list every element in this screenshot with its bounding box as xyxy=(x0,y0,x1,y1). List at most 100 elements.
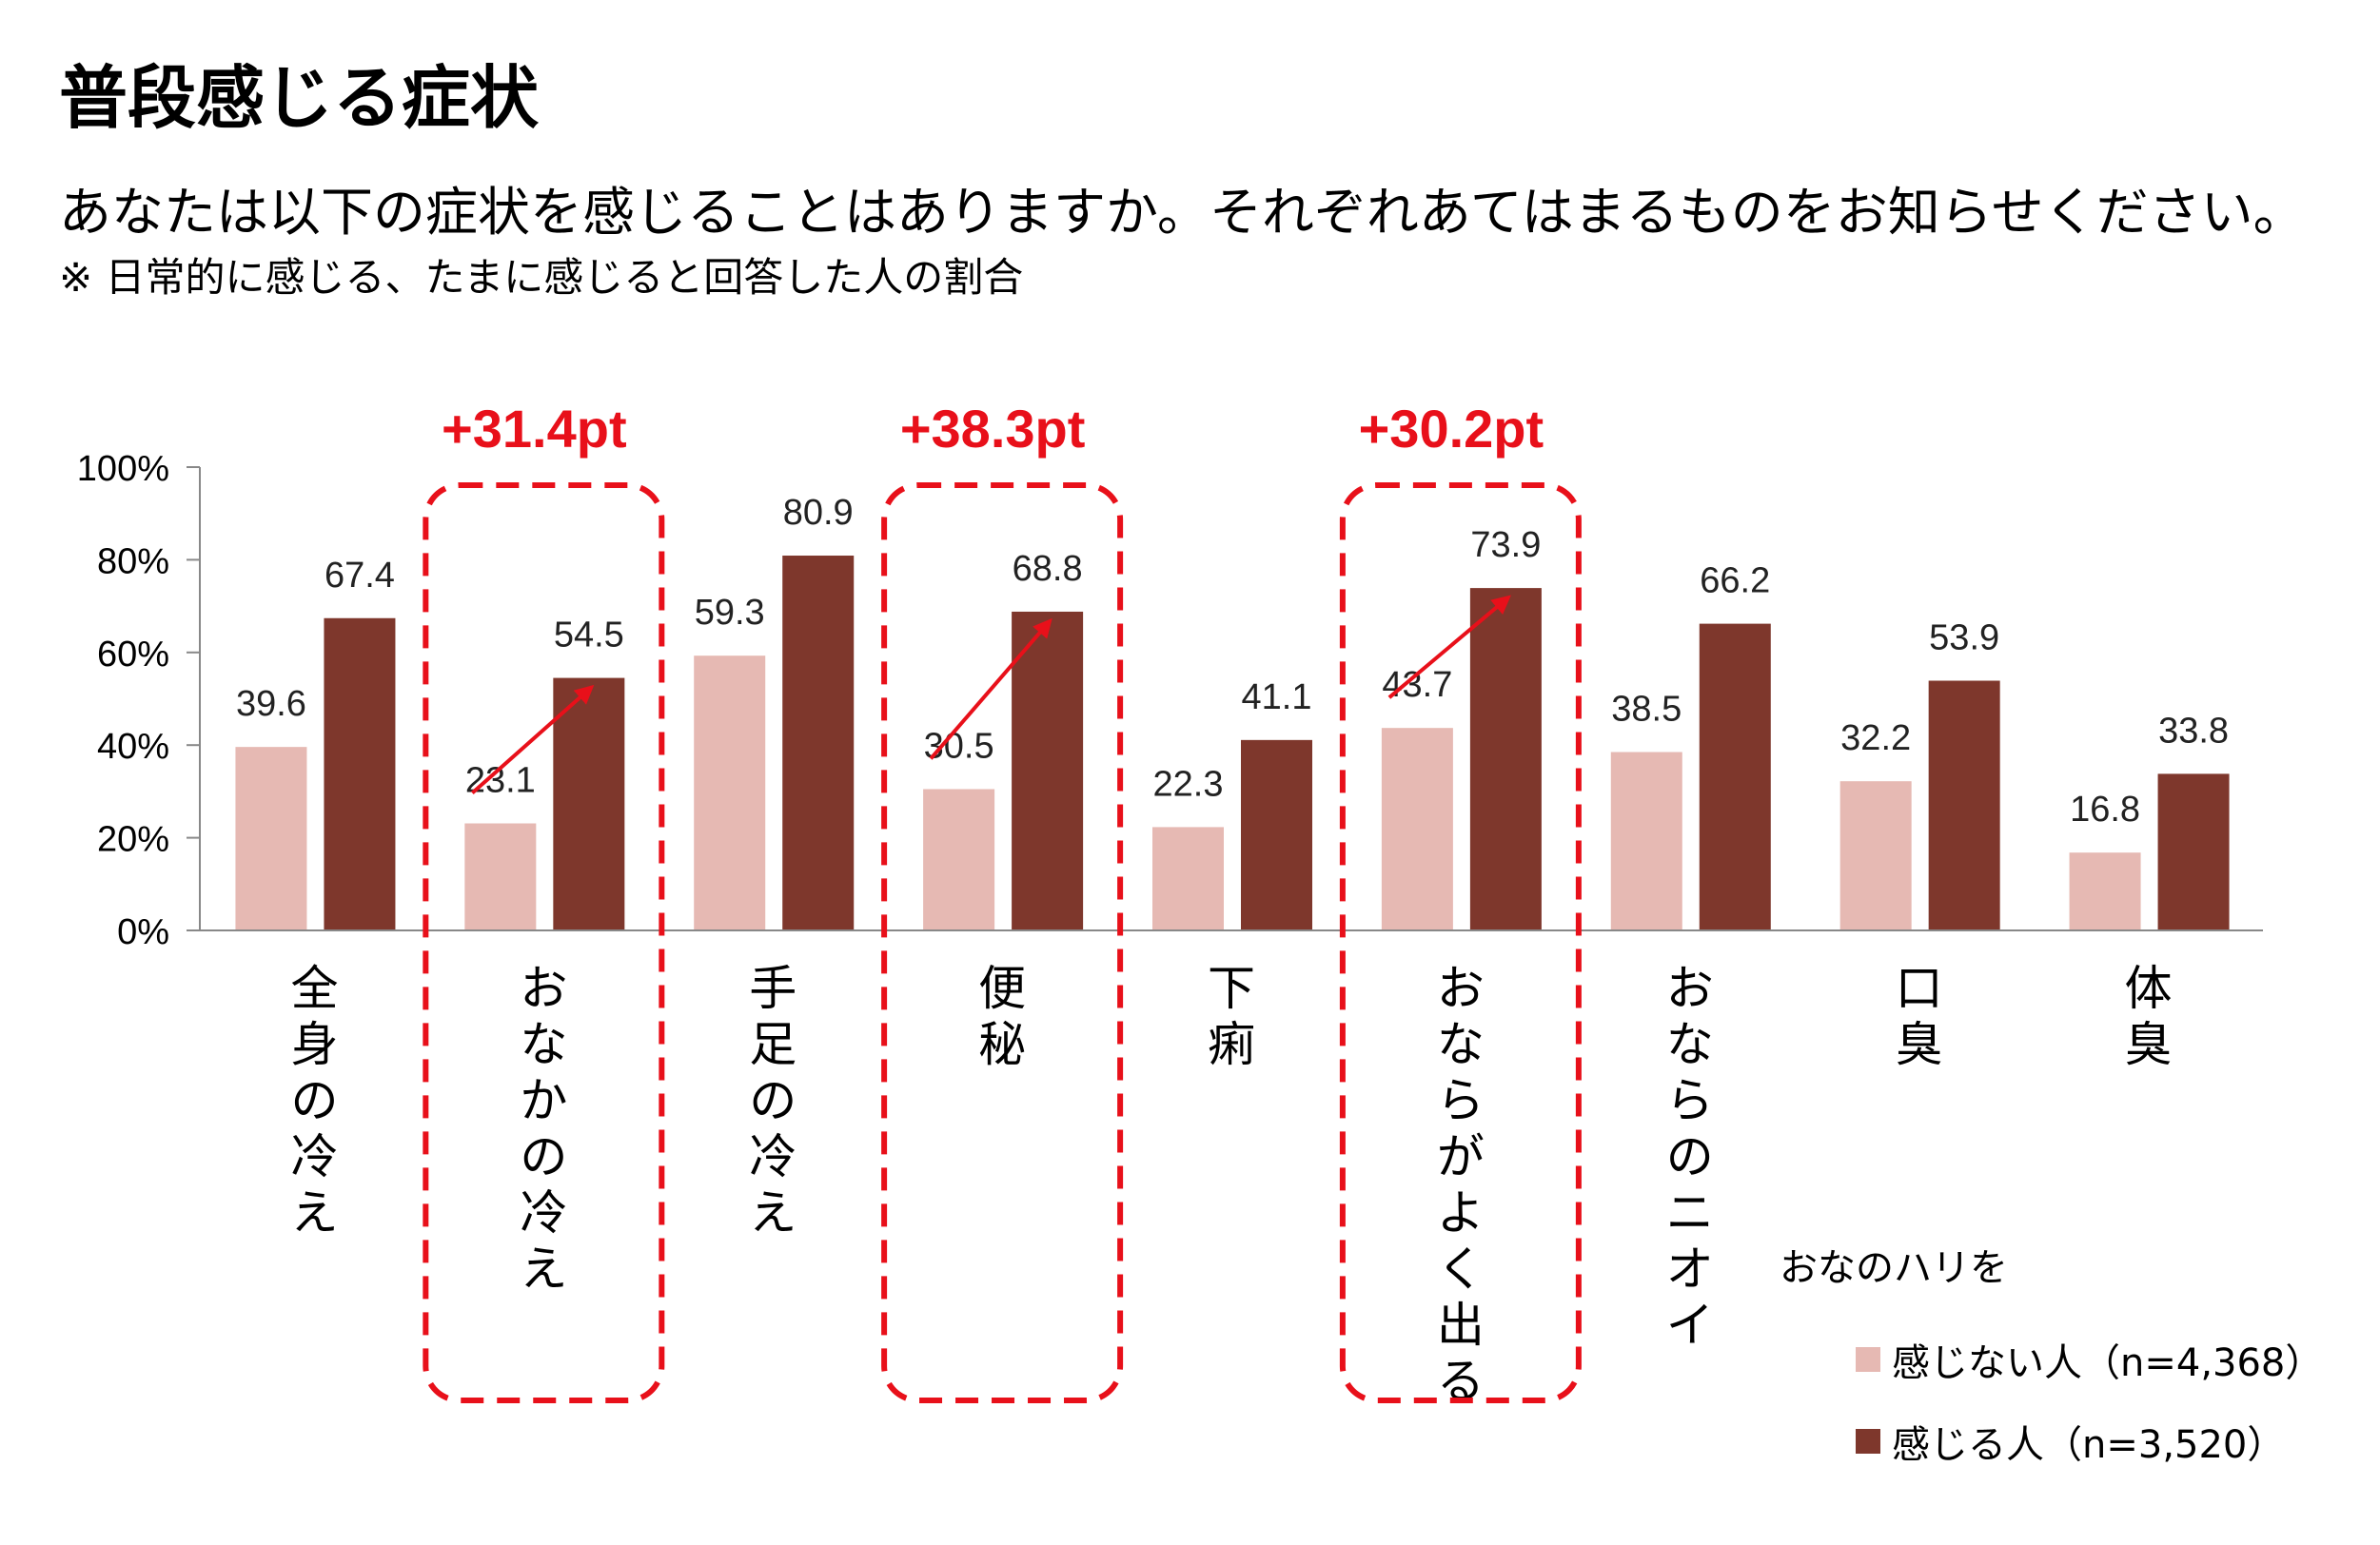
increase-arrow xyxy=(1387,595,1511,699)
y-tick-label: 100% xyxy=(77,449,169,489)
legend: おなのハリを 感じない人（n=4,368） 感じる人（n=3,520） xyxy=(1780,1237,2323,1496)
bar-feel xyxy=(553,677,625,930)
legend-item-feel: 感じる人（n=3,520） xyxy=(1856,1414,2323,1469)
data-label-feel: 33.8 xyxy=(2158,711,2229,751)
category-label: 全身の冷え xyxy=(290,961,338,1241)
category-char: 臭 xyxy=(2125,1017,2173,1072)
data-label-not-feel: 59.3 xyxy=(695,593,765,633)
category-char: 全 xyxy=(290,961,338,1016)
category-char: え xyxy=(290,1185,338,1241)
category-char: 体 xyxy=(2125,961,2173,1016)
category-label: 便秘 xyxy=(978,961,1026,1072)
bar-feel xyxy=(1012,611,1084,930)
category-char: お xyxy=(1437,961,1485,1016)
category-char: な xyxy=(520,1017,567,1072)
category-char: ニ xyxy=(1666,1185,1714,1241)
data-label-feel: 73.9 xyxy=(1470,525,1541,565)
category-label: おならがよく出る xyxy=(1437,961,1485,1409)
bar-not-feel xyxy=(1152,827,1224,930)
category-char: ら xyxy=(1437,1073,1485,1128)
bar-not-feel xyxy=(923,789,995,930)
category-char: 手 xyxy=(749,961,797,1016)
bar-not-feel xyxy=(235,747,307,930)
category-char: 下 xyxy=(1208,961,1255,1016)
category-char: 冷 xyxy=(749,1129,797,1184)
category-label: おなかの冷え xyxy=(520,961,567,1297)
legend-title: おなのハリを xyxy=(1780,1246,2008,1290)
bar-not-feel xyxy=(1839,781,1912,930)
difference-label: +30.2pt xyxy=(1359,399,1544,459)
category-char: か xyxy=(520,1073,567,1128)
page-title: 普段感じる症状 xyxy=(59,58,540,138)
highlight-box xyxy=(1339,482,1582,1403)
category-char: 身 xyxy=(290,1017,338,1072)
data-label-feel: 53.9 xyxy=(1929,618,1999,658)
category-char: 冷 xyxy=(520,1185,567,1241)
category-char: 秘 xyxy=(978,1017,1026,1072)
increase-arrow xyxy=(929,617,1052,760)
category-char: の xyxy=(749,1073,797,1128)
category-char: く xyxy=(1437,1242,1485,1297)
category-label: 下痢 xyxy=(1208,961,1255,1072)
category-char: え xyxy=(749,1185,797,1241)
y-tick-label: 60% xyxy=(97,635,169,675)
category-char: 足 xyxy=(749,1017,797,1072)
data-label-feel: 66.2 xyxy=(1700,561,1770,601)
data-label-not-feel: 22.3 xyxy=(1153,764,1224,804)
survey-question: あなたは以下の症状を感じることはありますか。それぞれあてはまるものをお知らせくだ… xyxy=(59,182,2306,243)
category-char: 出 xyxy=(1437,1298,1485,1353)
legend-swatch-light xyxy=(1856,1347,1880,1372)
category-char: オ xyxy=(1666,1242,1714,1297)
data-label-not-feel: 30.5 xyxy=(924,726,994,766)
data-label-not-feel: 39.6 xyxy=(236,684,306,724)
survey-note: ※ 日常的に感じる、たまに感じると回答した人の割合 xyxy=(59,254,1024,301)
bar-feel xyxy=(1699,623,1771,930)
data-label-feel: 41.1 xyxy=(1242,677,1312,717)
category-char: の xyxy=(290,1073,338,1128)
y-tick-label: 20% xyxy=(97,820,169,860)
data-label-feel: 68.8 xyxy=(1013,549,1083,589)
bar-not-feel xyxy=(1381,728,1453,930)
bar-not-feel xyxy=(2069,852,2141,930)
bar-feel xyxy=(1928,680,2000,930)
category-label: 体臭 xyxy=(2125,961,2173,1072)
category-label: おならのニオイ xyxy=(1666,961,1714,1353)
bar-not-feel xyxy=(694,655,766,930)
category-char: よ xyxy=(1437,1185,1485,1241)
data-label-not-feel: 38.5 xyxy=(1611,690,1682,730)
category-char: な xyxy=(1437,1017,1485,1072)
y-tick-label: 80% xyxy=(97,541,169,581)
legend-label: 感じない人（n=4,368） xyxy=(1892,1341,2324,1385)
category-char: 冷 xyxy=(290,1129,338,1184)
category-char: え xyxy=(520,1242,567,1297)
category-char: が xyxy=(1437,1129,1485,1184)
category-char: お xyxy=(1666,961,1714,1016)
legend-swatch-dark xyxy=(1856,1429,1880,1454)
data-label-not-feel: 16.8 xyxy=(2070,790,2140,830)
data-label-not-feel: 43.7 xyxy=(1382,665,1452,705)
category-char: の xyxy=(1666,1129,1714,1184)
bar-feel xyxy=(782,556,855,930)
category-char: お xyxy=(520,961,567,1016)
category-char: イ xyxy=(1666,1298,1714,1353)
category-char: の xyxy=(520,1129,567,1184)
data-label-feel: 67.4 xyxy=(325,556,395,596)
bar-feel xyxy=(1241,739,1312,930)
category-label: 手足の冷え xyxy=(749,961,797,1241)
category-char: 便 xyxy=(978,961,1026,1016)
difference-label: +38.3pt xyxy=(900,399,1086,459)
legend-item-not-feel: 感じない人（n=4,368） xyxy=(1856,1332,2323,1387)
bar-feel xyxy=(1469,588,1542,930)
legend-label: 感じる人（n=3,520） xyxy=(1892,1423,2286,1467)
bar-feel xyxy=(2157,773,2230,930)
category-char: 臭 xyxy=(1896,1017,1943,1072)
difference-label: +31.4pt xyxy=(442,399,627,459)
bar-not-feel xyxy=(1610,752,1682,930)
highlight-box xyxy=(881,482,1124,1403)
highlight-box xyxy=(423,482,665,1403)
category-label: 口臭 xyxy=(1896,961,1943,1072)
y-tick-label: 0% xyxy=(117,912,169,952)
y-tick-label: 40% xyxy=(97,727,169,767)
data-label-not-feel: 32.2 xyxy=(1840,718,1911,758)
